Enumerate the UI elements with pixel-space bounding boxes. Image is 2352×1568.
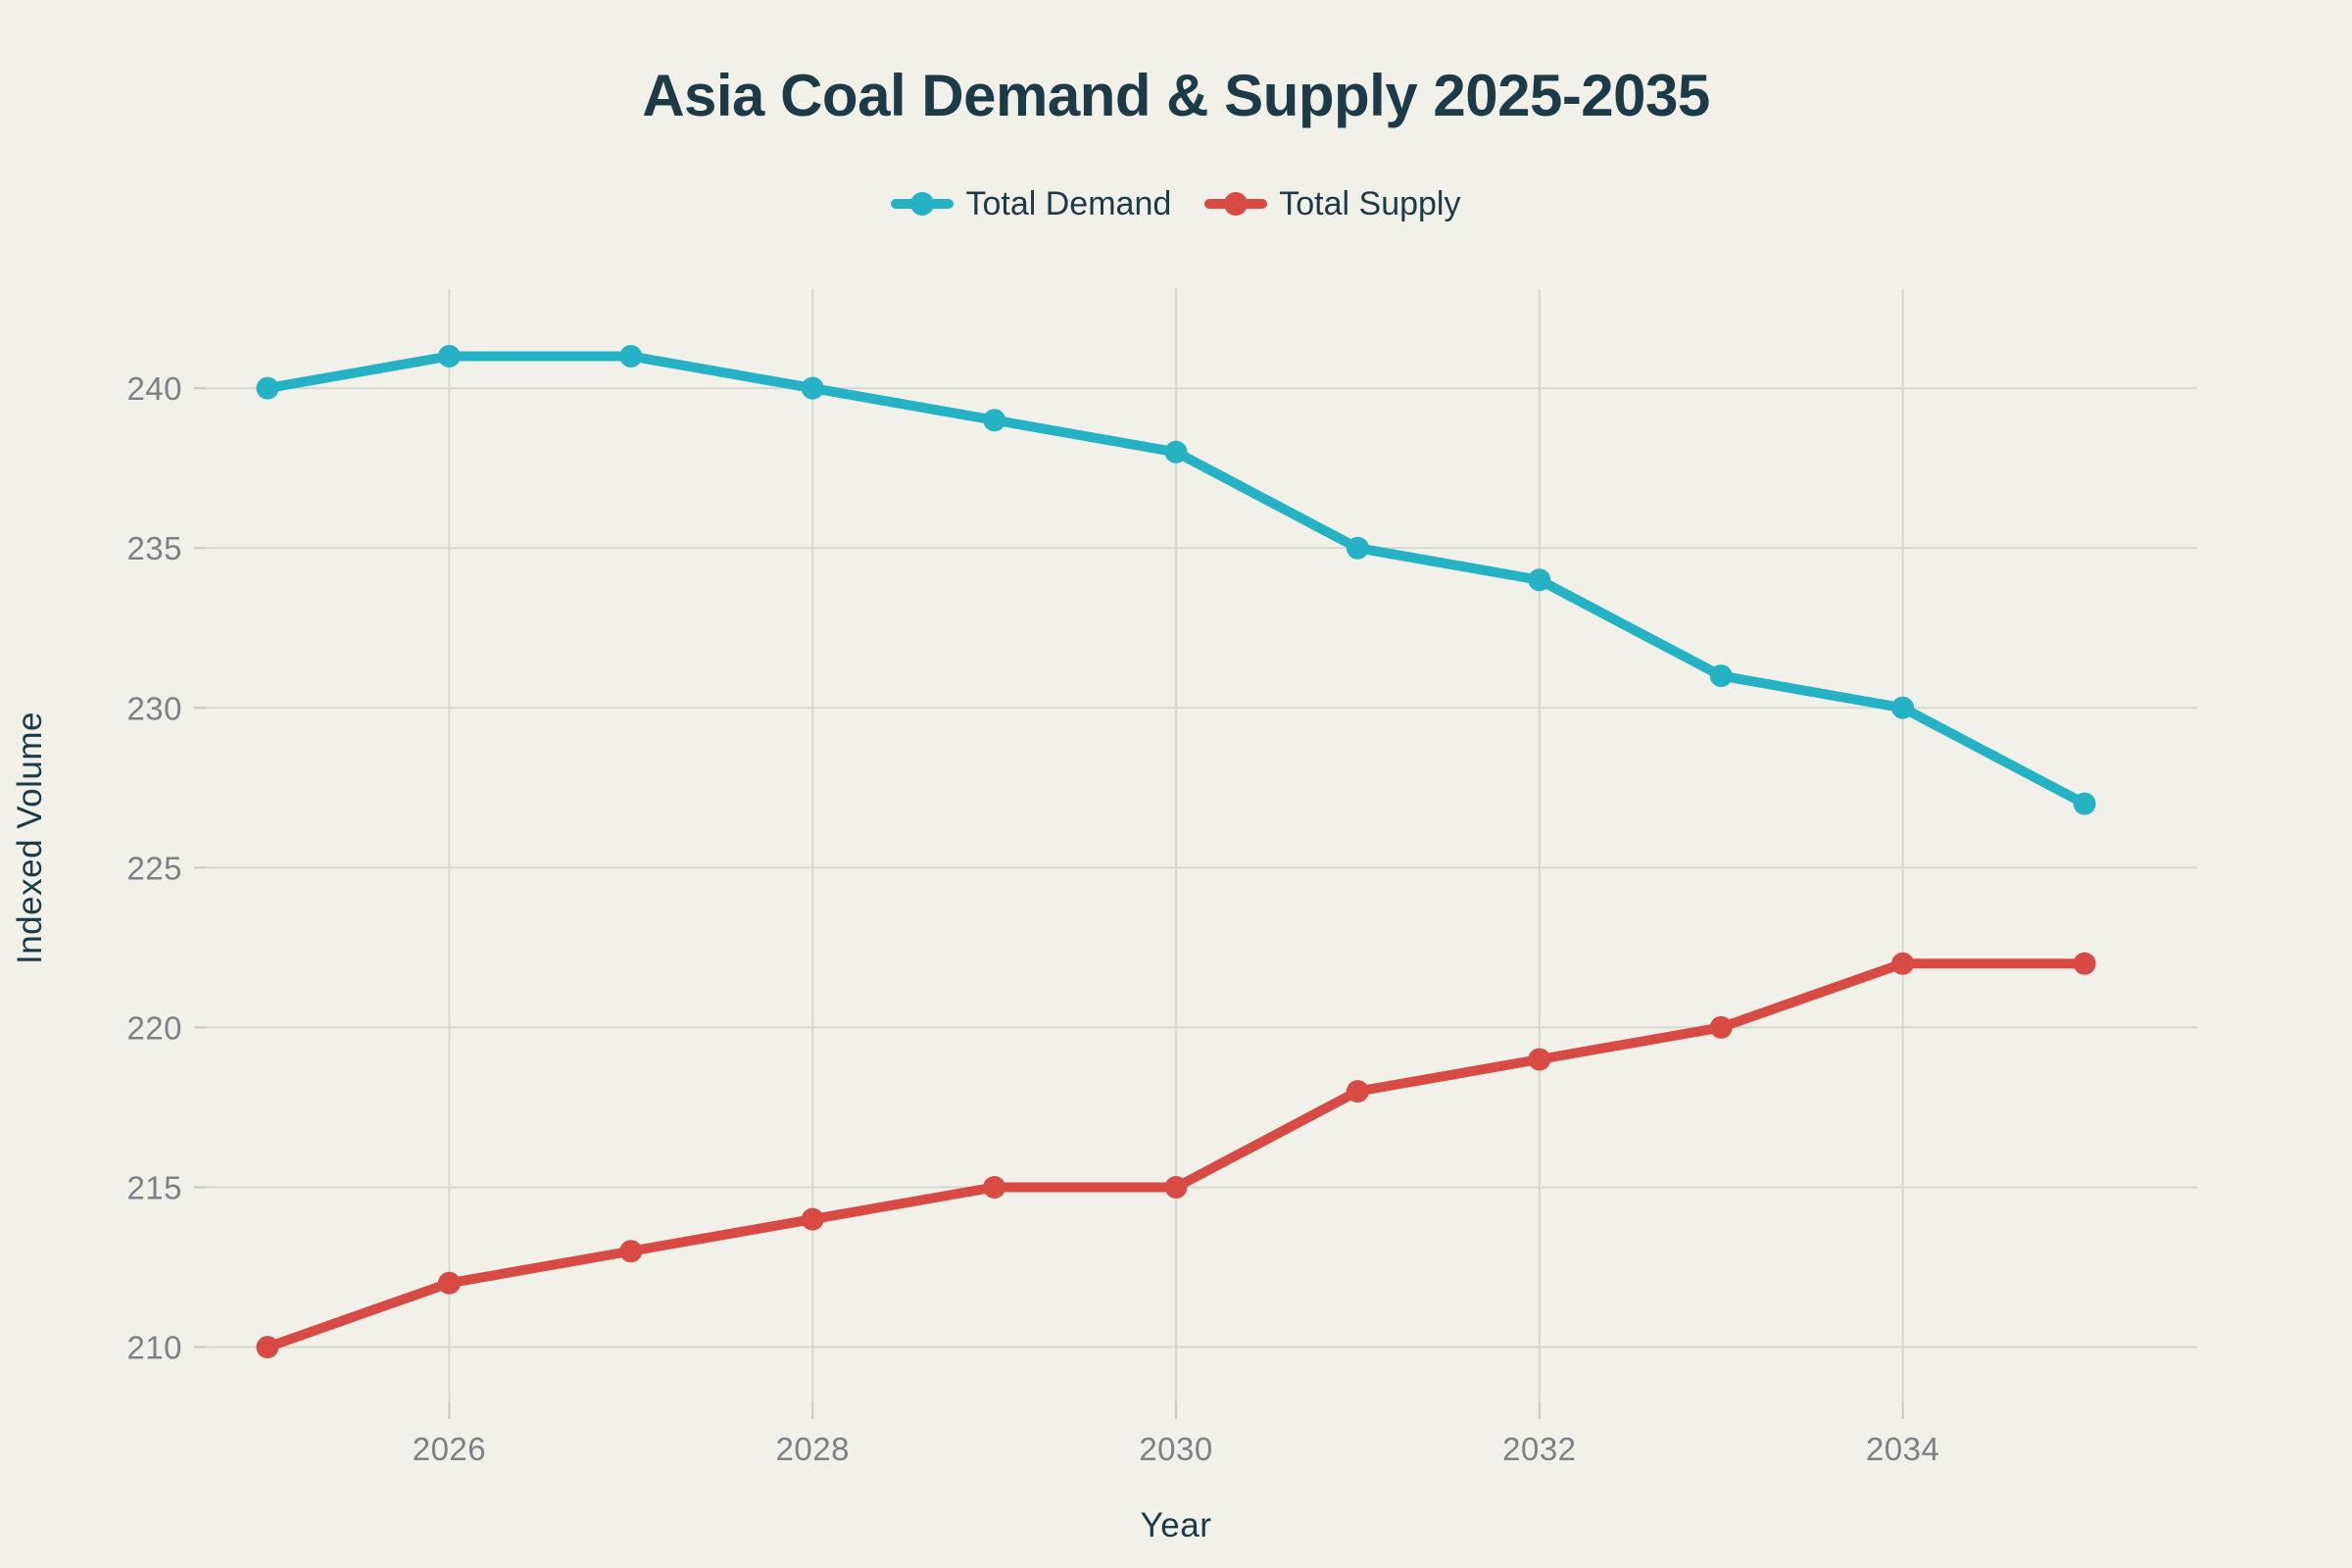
data-point-total-supply-2027 — [619, 1240, 643, 1263]
y-tick-label: 235 — [126, 530, 182, 566]
data-point-total-demand-2035 — [2073, 792, 2096, 815]
legend-dot-icon — [1224, 192, 1249, 216]
y-tick-label: 210 — [126, 1330, 182, 1366]
data-point-total-demand-2030 — [1164, 440, 1188, 464]
legend-item-total-supply[interactable]: Total Supply — [1204, 184, 1461, 223]
data-point-total-demand-2028 — [801, 376, 824, 400]
legend: Total Demand Total Supply — [0, 182, 2352, 225]
data-point-total-supply-2034 — [1891, 952, 1915, 975]
data-point-total-demand-2032 — [1528, 568, 1551, 592]
data-point-total-supply-2032 — [1528, 1048, 1551, 1071]
y-tick-label: 215 — [126, 1169, 182, 1205]
legend-line-icon — [891, 192, 955, 216]
x-tick-label: 2028 — [776, 1431, 850, 1467]
legend-dot-icon — [910, 192, 935, 216]
y-tick-label: 225 — [126, 850, 182, 886]
data-point-total-supply-2025 — [256, 1336, 279, 1359]
data-point-total-supply-2035 — [2073, 952, 2096, 975]
data-point-total-demand-2025 — [256, 376, 279, 400]
y-axis-title: Indexed Volume — [11, 710, 49, 965]
data-point-total-demand-2034 — [1891, 696, 1915, 719]
legend-item-total-demand[interactable]: Total Demand — [891, 185, 1171, 223]
x-tick-label: 2026 — [413, 1431, 486, 1467]
data-point-total-supply-2031 — [1346, 1080, 1369, 1103]
x-axis-title: Year — [1140, 1506, 1212, 1544]
legend-label: Total Demand — [965, 184, 1172, 222]
y-tick-label: 230 — [126, 690, 182, 726]
x-tick-label: 2034 — [1866, 1431, 1939, 1467]
chart-title: Asia Coal Demand & Supply 2025-2035 — [642, 63, 1710, 128]
x-tick-label: 2030 — [1139, 1431, 1212, 1467]
data-point-total-supply-2028 — [801, 1207, 824, 1231]
data-point-total-demand-2031 — [1346, 536, 1369, 560]
y-tick-label: 240 — [126, 370, 182, 407]
data-point-total-supply-2033 — [1709, 1015, 1733, 1039]
legend-line-icon — [1204, 192, 1268, 216]
legend-label: Total Supply — [1279, 184, 1461, 222]
data-point-total-supply-2026 — [437, 1271, 461, 1295]
y-tick-label: 220 — [126, 1009, 182, 1046]
x-tick-label: 2032 — [1502, 1431, 1576, 1467]
data-point-total-supply-2030 — [1164, 1176, 1188, 1199]
data-point-total-supply-2029 — [983, 1176, 1006, 1199]
data-point-total-demand-2026 — [437, 345, 461, 368]
data-point-total-demand-2033 — [1709, 664, 1733, 688]
data-point-total-demand-2027 — [619, 345, 643, 368]
data-point-total-demand-2029 — [983, 409, 1006, 432]
